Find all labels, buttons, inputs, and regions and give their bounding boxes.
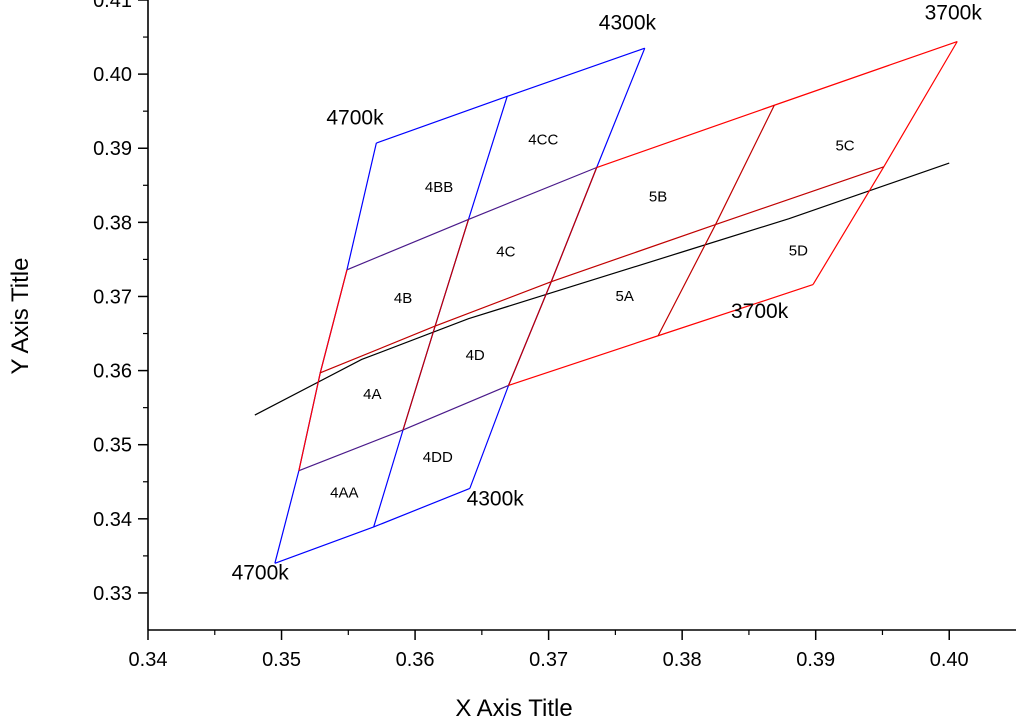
y-tick-label: 0.40 xyxy=(93,64,132,86)
cct-label: 4300k xyxy=(467,487,525,510)
bin-boundary-line xyxy=(469,47,646,489)
bin-boundary-line xyxy=(376,47,645,144)
x-tick-label: 0.34 xyxy=(129,649,168,671)
x-tick-label: 0.35 xyxy=(262,649,301,671)
x-axis-title: X Axis Title xyxy=(455,695,572,722)
bin-label: 4B xyxy=(394,290,412,307)
cct-label: 3700k xyxy=(731,300,789,323)
cct-label: 3700k xyxy=(925,1,983,24)
bin-label: 4BB xyxy=(425,179,453,196)
bin-label: 4DD xyxy=(423,449,453,466)
axes: 0.34 0.35 0.36 0.37 0.38 0.39 0.40 0.33 0.34 0.35… xyxy=(93,0,1016,671)
x-tick-label: 0.36 xyxy=(396,649,435,671)
bin-boundary-line xyxy=(596,40,958,169)
bin-boundary-line xyxy=(346,166,597,271)
bin-boundary-line xyxy=(507,167,598,386)
bin-label: 5D xyxy=(789,243,808,260)
y-tick-label: 0.33 xyxy=(93,583,132,605)
bin-label: 4C xyxy=(496,243,515,260)
y-axis-title: Y Axis Title xyxy=(7,258,34,375)
bin-label: 5C xyxy=(835,137,854,154)
bin-boundary-line xyxy=(402,219,470,431)
y-tick-label: 0.41 xyxy=(93,0,132,12)
cct-label: 4700k xyxy=(232,562,290,585)
bin-label: 4CC xyxy=(528,132,558,149)
y-tick-label: 0.39 xyxy=(93,138,132,160)
x-tick-label: 0.39 xyxy=(796,649,835,671)
bin-label: 5B xyxy=(649,189,667,206)
cct-label: 4300k xyxy=(599,12,657,35)
y-tick-label: 0.35 xyxy=(93,435,132,457)
plot-area xyxy=(254,40,958,564)
x-tick-label: 0.40 xyxy=(930,649,969,671)
bin-boundary-line xyxy=(274,487,471,564)
bin-label: 4AA xyxy=(330,484,358,501)
bin-boundary-line xyxy=(812,41,958,285)
y-tick-label: 0.34 xyxy=(93,509,132,531)
bin-label: 4A xyxy=(363,386,381,403)
annotations: 4AA 4DD 4A 4D 4B 4C 4BB 4CC 5A 5B 5C 5D 4700k 4300k 47… xyxy=(232,1,983,584)
x-tick-label: 0.38 xyxy=(663,649,702,671)
cct-label: 4700k xyxy=(326,107,384,130)
bin-boundary-line xyxy=(657,104,775,337)
bin-label: 5A xyxy=(616,288,634,305)
x-tick-label: 0.37 xyxy=(529,649,568,671)
black-body-locus xyxy=(254,162,950,416)
bin-boundary-line xyxy=(320,166,884,374)
bin-label: 4D xyxy=(466,347,485,364)
y-tick-label: 0.36 xyxy=(93,361,132,383)
y-tick-label: 0.38 xyxy=(93,212,132,234)
y-tick-label: 0.37 xyxy=(93,286,132,308)
